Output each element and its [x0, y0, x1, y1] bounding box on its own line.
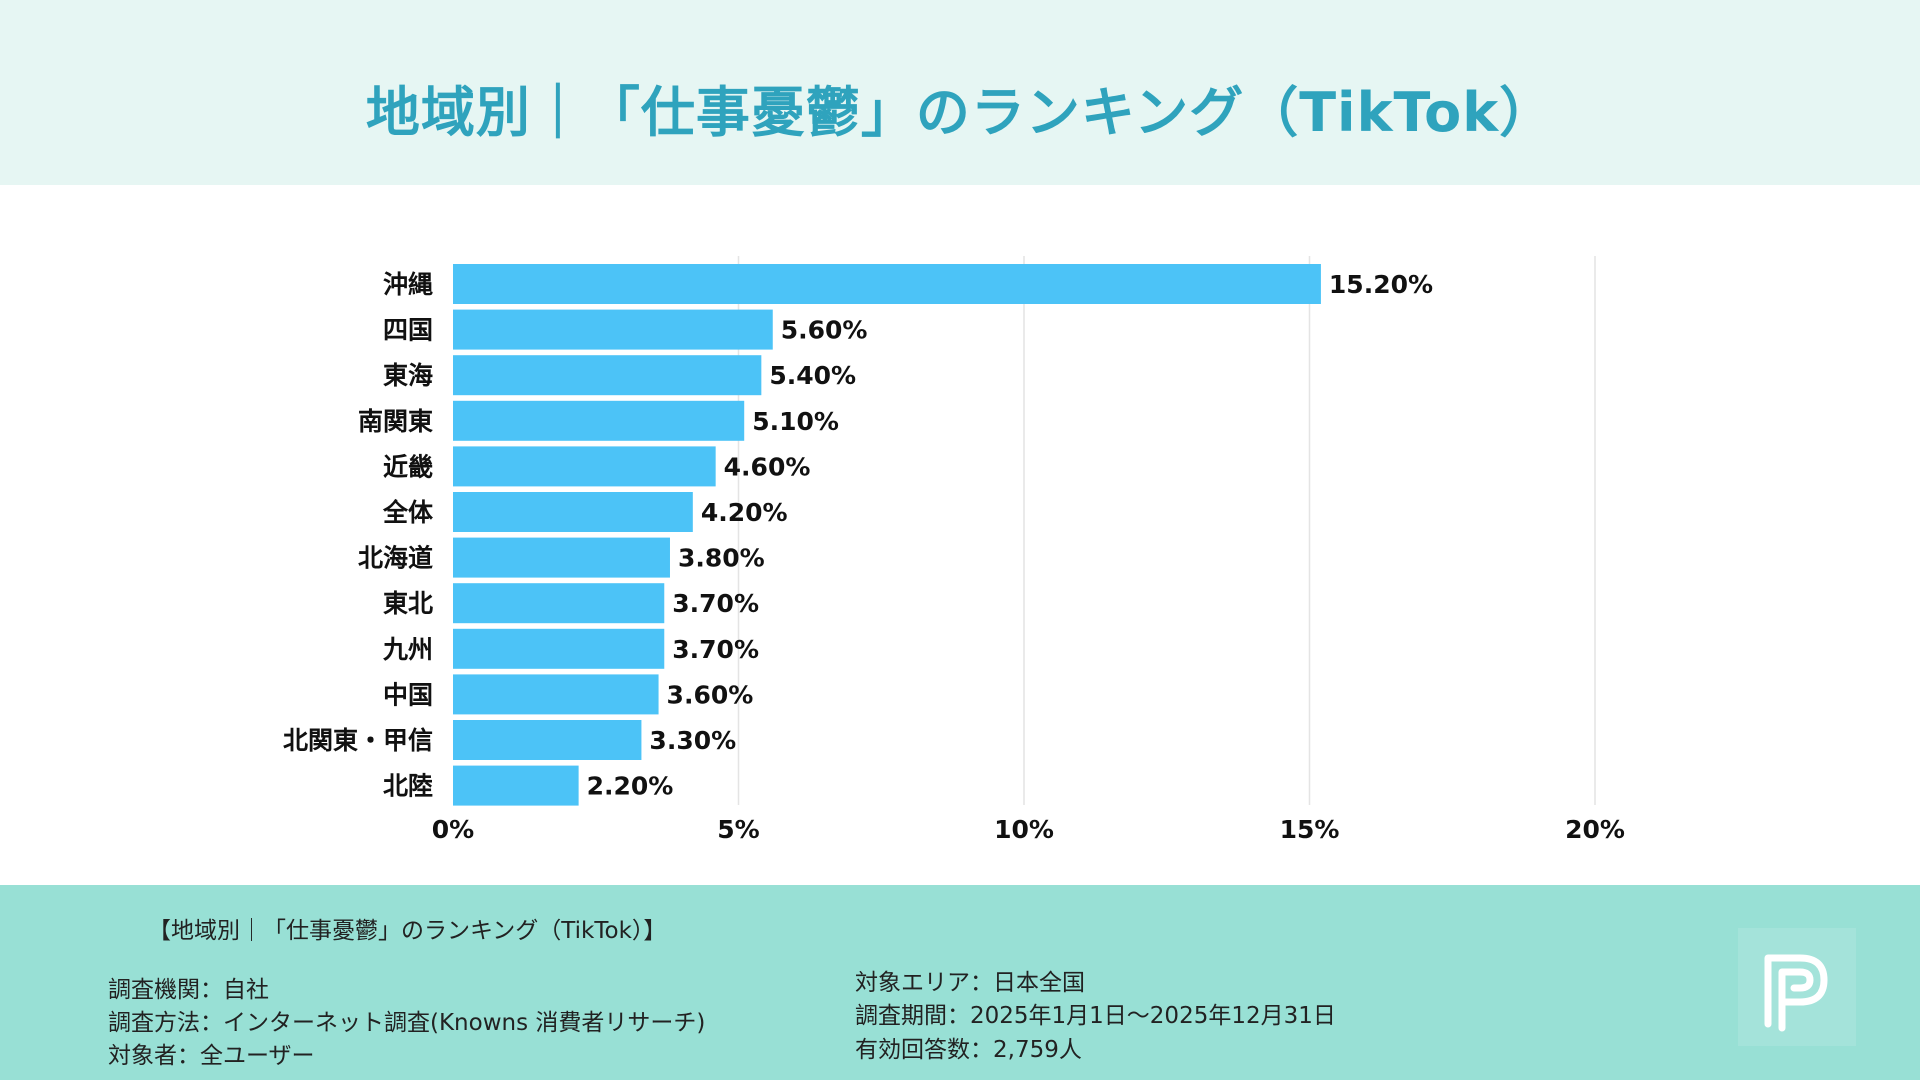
x-tick-label: 20% — [1565, 815, 1625, 844]
brand-logo-icon — [1738, 928, 1856, 1046]
category-label: 中国 — [383, 680, 433, 709]
x-tick-label: 0% — [432, 815, 474, 844]
category-label: 全体 — [382, 498, 434, 527]
data-label: 5.10% — [752, 407, 839, 436]
data-label: 3.70% — [672, 635, 759, 664]
x-tick-label: 15% — [1280, 815, 1340, 844]
category-label: 南関東 — [358, 407, 433, 436]
data-label: 3.80% — [678, 544, 765, 573]
data-label: 3.60% — [667, 680, 754, 709]
footer-info: 【地域別｜「仕事憂鬱」のランキング（TikTok）】 調査機関：自社 調査方法：… — [0, 885, 1920, 1080]
category-label: 沖縄 — [383, 270, 433, 299]
category-label: 東北 — [383, 589, 433, 618]
bar — [453, 628, 665, 669]
data-label: 3.30% — [649, 726, 736, 755]
bar — [453, 674, 659, 715]
bar-chart: 0% 5% 10% 15% 20% 沖縄 15.20% 四国 5.60% 東海 5.40% 南関東 5.… — [283, 256, 1625, 844]
title-banner: 地域別｜「仕事憂鬱」のランキング（TikTok） — [0, 0, 1920, 185]
bar — [453, 537, 670, 578]
footer-survey-period: 調査期間：2025年1月1日〜2025年12月31日 — [855, 1003, 1336, 1029]
category-label: 北陸 — [383, 772, 433, 801]
bar — [453, 264, 1321, 304]
data-label: 4.20% — [701, 498, 788, 527]
data-label: 5.60% — [781, 316, 868, 345]
x-tick-label: 5% — [717, 815, 759, 844]
bar — [453, 309, 773, 350]
data-label: 5.40% — [769, 361, 856, 390]
bar — [453, 492, 693, 532]
category-label: 北海道 — [358, 544, 433, 573]
data-label: 15.20% — [1329, 270, 1433, 299]
x-tick-label: 10% — [994, 815, 1054, 844]
data-label: 2.20% — [587, 772, 674, 801]
bar — [453, 765, 579, 806]
data-label: 3.70% — [672, 589, 759, 618]
footer-target-area: 対象エリア：日本全国 — [855, 970, 1085, 996]
footer-caption: 【地域別｜「仕事憂鬱」のランキング（TikTok）】 — [148, 918, 667, 944]
bar — [453, 446, 716, 487]
footer-valid-responses: 有効回答数：2,759人 — [855, 1037, 1082, 1063]
bar — [453, 355, 762, 396]
footer-survey-org: 調査機関：自社 — [108, 977, 269, 1003]
footer-survey-method: 調査方法：インターネット調査(Knowns 消費者リサーチ) — [108, 1010, 706, 1036]
footer-target-users: 対象者：全ユーザー — [108, 1043, 315, 1069]
bar — [453, 720, 642, 760]
category-label: 東海 — [383, 361, 433, 390]
category-label: 四国 — [383, 316, 433, 345]
category-label: 近畿 — [383, 452, 433, 481]
bar — [453, 583, 665, 624]
category-label: 北関東・甲信 — [283, 726, 433, 755]
data-label: 4.60% — [724, 452, 811, 481]
page-title: 地域別｜「仕事憂鬱」のランキング（TikTok） — [365, 81, 1555, 144]
bar — [453, 400, 745, 441]
category-label: 九州 — [382, 635, 433, 664]
